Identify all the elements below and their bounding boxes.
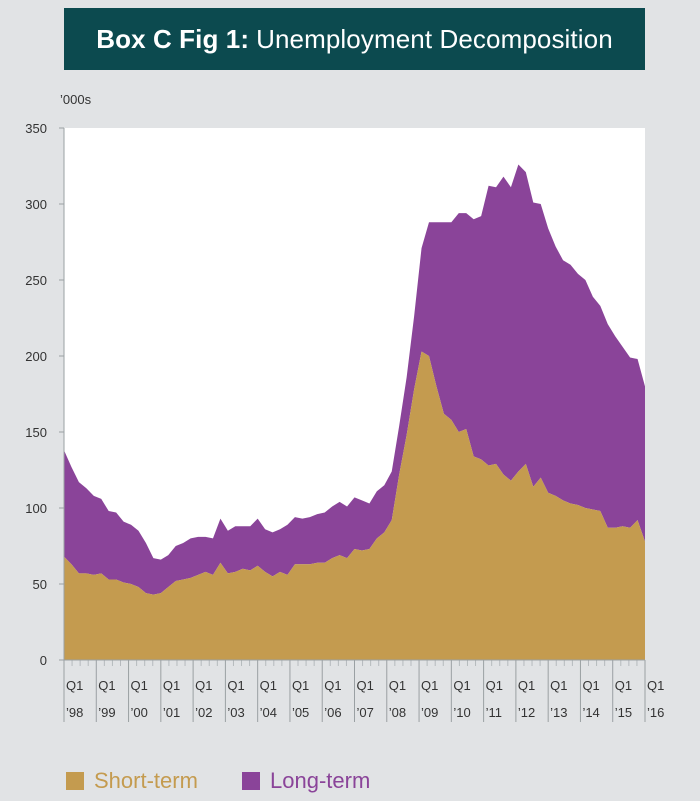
x-tick-label-year: ’14: [582, 705, 599, 720]
y-tick-label: 100: [25, 501, 47, 516]
x-tick-label-year: ’98: [66, 705, 83, 720]
area-long-term: [64, 164, 645, 595]
x-tick-label-year: ’07: [357, 705, 374, 720]
x-tick-label-year: ’01: [163, 705, 180, 720]
x-tick-label-year: ’10: [453, 705, 470, 720]
y-tick-label: 200: [25, 349, 47, 364]
x-tick-label-year: ’11: [486, 705, 502, 720]
area-short-term: [64, 351, 645, 660]
x-tick-label-quarter: Q1: [647, 678, 664, 693]
x-tick-label-quarter: Q1: [98, 678, 115, 693]
chart-title: Unemployment Decomposition: [256, 23, 613, 54]
y-tick-label: 300: [25, 197, 47, 212]
y-tick-label: 50: [33, 577, 47, 592]
x-tick-label-quarter: Q1: [131, 678, 148, 693]
legend-swatch-long-term: [242, 772, 260, 790]
x-tick-label-quarter: Q1: [66, 678, 83, 693]
x-tick-label-year: ’05: [292, 705, 309, 720]
x-tick-label-year: ’12: [518, 705, 535, 720]
x-tick-label-quarter: Q1: [615, 678, 632, 693]
chart-title-banner: Box C Fig 1: Unemployment Decomposition: [64, 8, 645, 70]
x-tick-label-year: ’06: [324, 705, 341, 720]
x-tick-label-year: ’13: [550, 705, 567, 720]
x-tick-label-year: ’08: [389, 705, 406, 720]
x-tick-label-year: ’02: [195, 705, 212, 720]
x-tick-label-quarter: Q1: [486, 678, 503, 693]
legend-swatch-short-term: [66, 772, 84, 790]
x-tick-label-quarter: Q1: [324, 678, 341, 693]
x-tick-label-quarter: Q1: [163, 678, 180, 693]
legend-item-short-term: Short-term: [66, 766, 198, 796]
x-tick-label-quarter: Q1: [518, 678, 535, 693]
x-tick-label-quarter: Q1: [550, 678, 567, 693]
x-tick-label-year: ’09: [421, 705, 438, 720]
x-tick-label-year: ’03: [227, 705, 244, 720]
x-tick-label-quarter: Q1: [195, 678, 212, 693]
legend-label-long-term: Long-term: [270, 768, 371, 793]
y-tick-label: 150: [25, 425, 47, 440]
x-tick-label-quarter: Q1: [421, 678, 438, 693]
x-tick-label-quarter: Q1: [453, 678, 470, 693]
chart-title-prefix: Box C Fig 1:: [96, 23, 250, 54]
x-tick-label-quarter: Q1: [582, 678, 599, 693]
x-tick-label-year: ’04: [260, 705, 277, 720]
x-tick-label-quarter: Q1: [357, 678, 374, 693]
x-tick-label-quarter: Q1: [260, 678, 277, 693]
legend-item-long-term: Long-term: [242, 766, 370, 796]
x-tick-label-year: ’00: [131, 705, 148, 720]
x-tick-label-quarter: Q1: [292, 678, 309, 693]
x-tick-label-year: ’16: [647, 705, 664, 720]
y-tick-label: 350: [25, 121, 47, 136]
x-tick-label-quarter: Q1: [389, 678, 406, 693]
x-tick-label-year: ’15: [615, 705, 632, 720]
y-tick-label: 0: [40, 653, 47, 668]
y-unit-label: ’000s: [60, 92, 92, 107]
y-tick-label: 250: [25, 273, 47, 288]
x-tick-label-quarter: Q1: [227, 678, 244, 693]
x-tick-label-year: ’99: [98, 705, 115, 720]
legend-label-short-term: Short-term: [94, 768, 198, 793]
